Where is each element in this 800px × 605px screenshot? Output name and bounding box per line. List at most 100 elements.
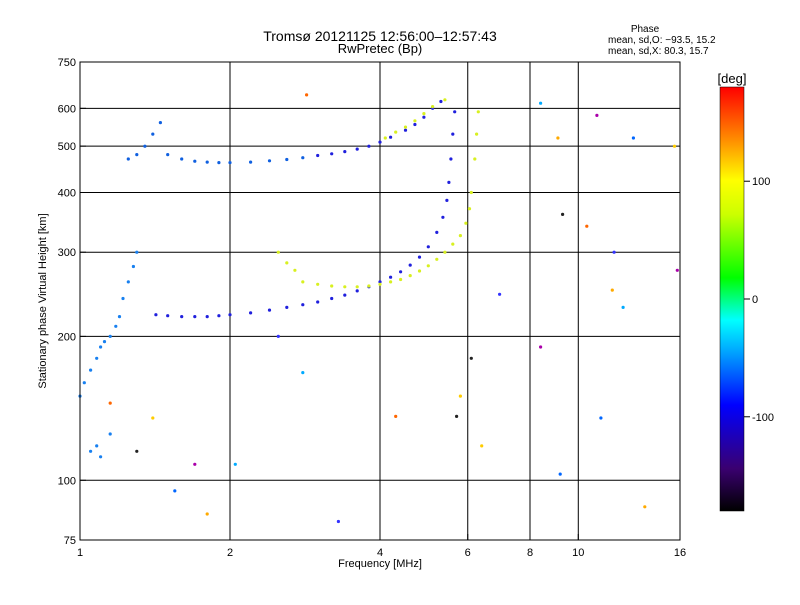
chart-title: Tromsø 20121125 12:56:00–12:57:43: [263, 28, 497, 44]
y-tick-label: 750: [58, 57, 76, 69]
data-point-x: [399, 277, 403, 282]
data-point-scatter: [672, 144, 677, 148]
colorbar-label: [deg]: [718, 71, 747, 86]
data-point-o: [378, 140, 382, 144]
data-point-scatter: [276, 334, 280, 338]
data-point-o: [205, 315, 209, 319]
data-point-o: [228, 313, 232, 317]
data-point-o: [154, 313, 158, 317]
data-point-scatter: [301, 371, 305, 375]
data-point-e: [117, 315, 122, 319]
data-point-x: [476, 110, 480, 114]
data-point-e: [126, 280, 130, 284]
data-point-o: [439, 99, 443, 104]
data-point-o: [301, 303, 305, 307]
data-point-x: [464, 221, 468, 225]
data-point-o: [451, 132, 455, 136]
data-point-x: [451, 242, 455, 246]
x-tick-label: 10: [572, 547, 584, 559]
data-point-x: [475, 132, 479, 136]
data-point-e: [102, 340, 107, 344]
data-point-e: [108, 334, 112, 338]
data-point-scatter: [458, 394, 462, 398]
data-point-scatter: [233, 462, 237, 466]
data-point-x: [285, 261, 289, 265]
data-point-x: [413, 119, 417, 123]
data-point-o: [267, 308, 272, 312]
data-point-o: [417, 255, 422, 259]
data-point-o: [453, 110, 457, 114]
data-point-e: [121, 296, 125, 301]
data-point-f1: [193, 159, 197, 163]
data-point-o: [413, 122, 417, 127]
data-points: [78, 93, 679, 524]
data-point-scatter: [108, 401, 112, 405]
data-point-o: [449, 157, 453, 161]
stats-line-o: mean, sd,O: −93.5, 15.2: [608, 35, 716, 46]
data-point-x: [389, 280, 393, 284]
data-point-e: [82, 381, 86, 385]
data-point-f1: [135, 153, 139, 157]
data-point-x: [426, 264, 430, 268]
data-point-o: [343, 293, 347, 297]
data-point-e: [135, 250, 139, 254]
data-point-e: [89, 368, 93, 372]
data-point-e: [89, 449, 93, 453]
data-point-scatter: [585, 224, 589, 228]
data-point-o: [285, 305, 289, 309]
x-tick-label: 4: [377, 547, 383, 559]
y-tick-label: 100: [58, 475, 76, 487]
data-point-scatter: [455, 414, 459, 418]
y-tick-label: 400: [58, 187, 76, 199]
data-point-scatter: [480, 444, 484, 448]
data-point-x: [378, 282, 382, 286]
data-point-x: [469, 190, 473, 195]
data-point-f1: [151, 132, 155, 136]
data-point-scatter: [643, 505, 647, 509]
data-point-o: [435, 230, 439, 234]
data-point-scatter: [595, 113, 599, 117]
data-point-o: [399, 270, 403, 274]
data-point-x: [473, 157, 477, 161]
data-point-o: [166, 314, 170, 318]
data-point-scatter: [556, 136, 560, 140]
data-point-x: [293, 268, 297, 272]
data-point-scatter: [336, 519, 340, 524]
data-point-f1: [166, 153, 170, 157]
data-point-x: [355, 285, 359, 289]
grid-lines: [80, 62, 680, 540]
y-tick-label: 75: [64, 535, 76, 547]
data-point-f1: [205, 160, 209, 164]
data-point-x: [422, 112, 426, 116]
data-point-o: [441, 215, 445, 219]
data-point-e: [131, 264, 135, 269]
data-point-e: [95, 444, 99, 448]
x-axis-label: Frequency [MHz]: [338, 558, 422, 570]
chart-subtitle: RwPretec (Bp): [338, 41, 423, 56]
data-point-x: [367, 284, 371, 288]
x-axis-ticks: 1 2 4 6 8 10 16: [77, 534, 686, 559]
data-point-scatter: [469, 356, 473, 360]
data-point-f1: [217, 161, 221, 165]
data-point-scatter: [151, 416, 155, 420]
colorbar-tick-label: 100: [752, 176, 770, 188]
y-tick-label: 300: [58, 247, 76, 259]
data-point-x: [343, 285, 347, 289]
colorbar: [719, 86, 745, 512]
data-point-scatter: [612, 250, 616, 254]
data-point-o: [408, 263, 412, 267]
data-point-o: [378, 280, 382, 284]
data-point-x: [443, 250, 447, 254]
data-point-scatter: [561, 212, 565, 216]
data-point-o: [389, 275, 393, 279]
x-tick-label: 16: [674, 547, 686, 559]
data-point-o: [330, 152, 334, 156]
data-point-f1: [285, 157, 289, 162]
y-axis-label: Stationary phase Virtual Height [km]: [37, 213, 49, 388]
data-point-e: [114, 324, 118, 328]
data-point-x: [435, 257, 439, 261]
data-point-f1: [126, 157, 130, 161]
data-point-scatter: [539, 345, 543, 349]
data-point-x: [458, 234, 462, 238]
data-point-f1: [143, 144, 147, 148]
